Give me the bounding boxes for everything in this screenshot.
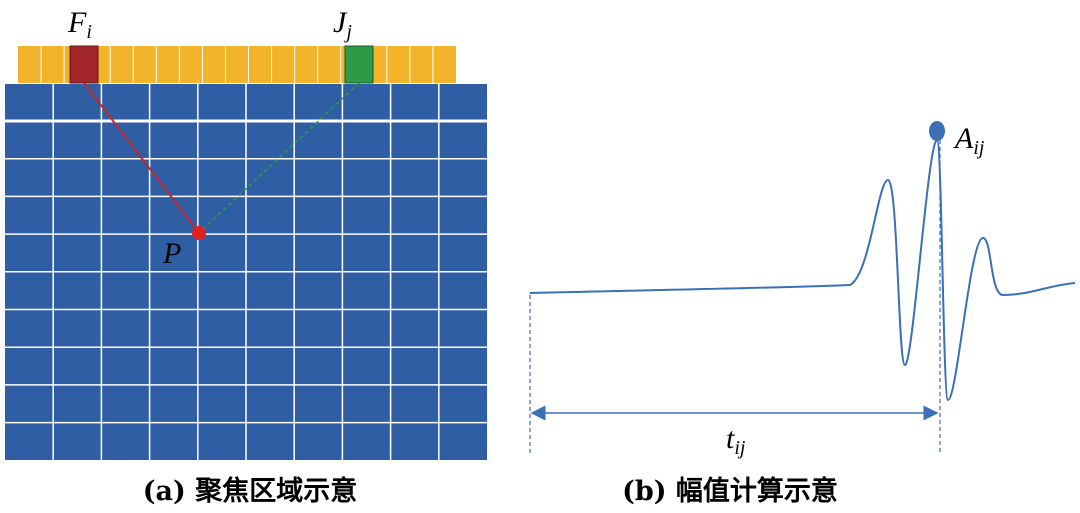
- label-sub: ij: [973, 137, 985, 159]
- label-sub: j: [343, 21, 352, 43]
- focus-point: [192, 226, 206, 240]
- caption: (b) 幅值计算示意: [622, 475, 838, 507]
- source-label: Fi: [67, 6, 92, 43]
- waveform: [529, 138, 1076, 402]
- source-ray: [83, 82, 200, 234]
- peak-dot: [929, 121, 945, 141]
- label-main: J: [333, 6, 348, 39]
- label-main: t: [726, 422, 735, 455]
- point-label: P: [162, 237, 181, 270]
- transducer-array: [18, 45, 456, 84]
- label-main: F: [67, 6, 87, 39]
- amplitude-label: Aij: [953, 122, 985, 159]
- label-sub: ij: [734, 437, 746, 459]
- receiver-label: Jj: [333, 6, 352, 43]
- time-label: tij: [726, 422, 746, 459]
- label-main: A: [953, 122, 974, 155]
- caption: (a) 聚焦区域示意: [143, 475, 357, 507]
- label-sub: i: [86, 21, 92, 43]
- focus-grid: [5, 84, 487, 460]
- receiver-ray: [198, 82, 360, 234]
- receiver-element: [344, 45, 374, 84]
- source-element: [69, 45, 99, 84]
